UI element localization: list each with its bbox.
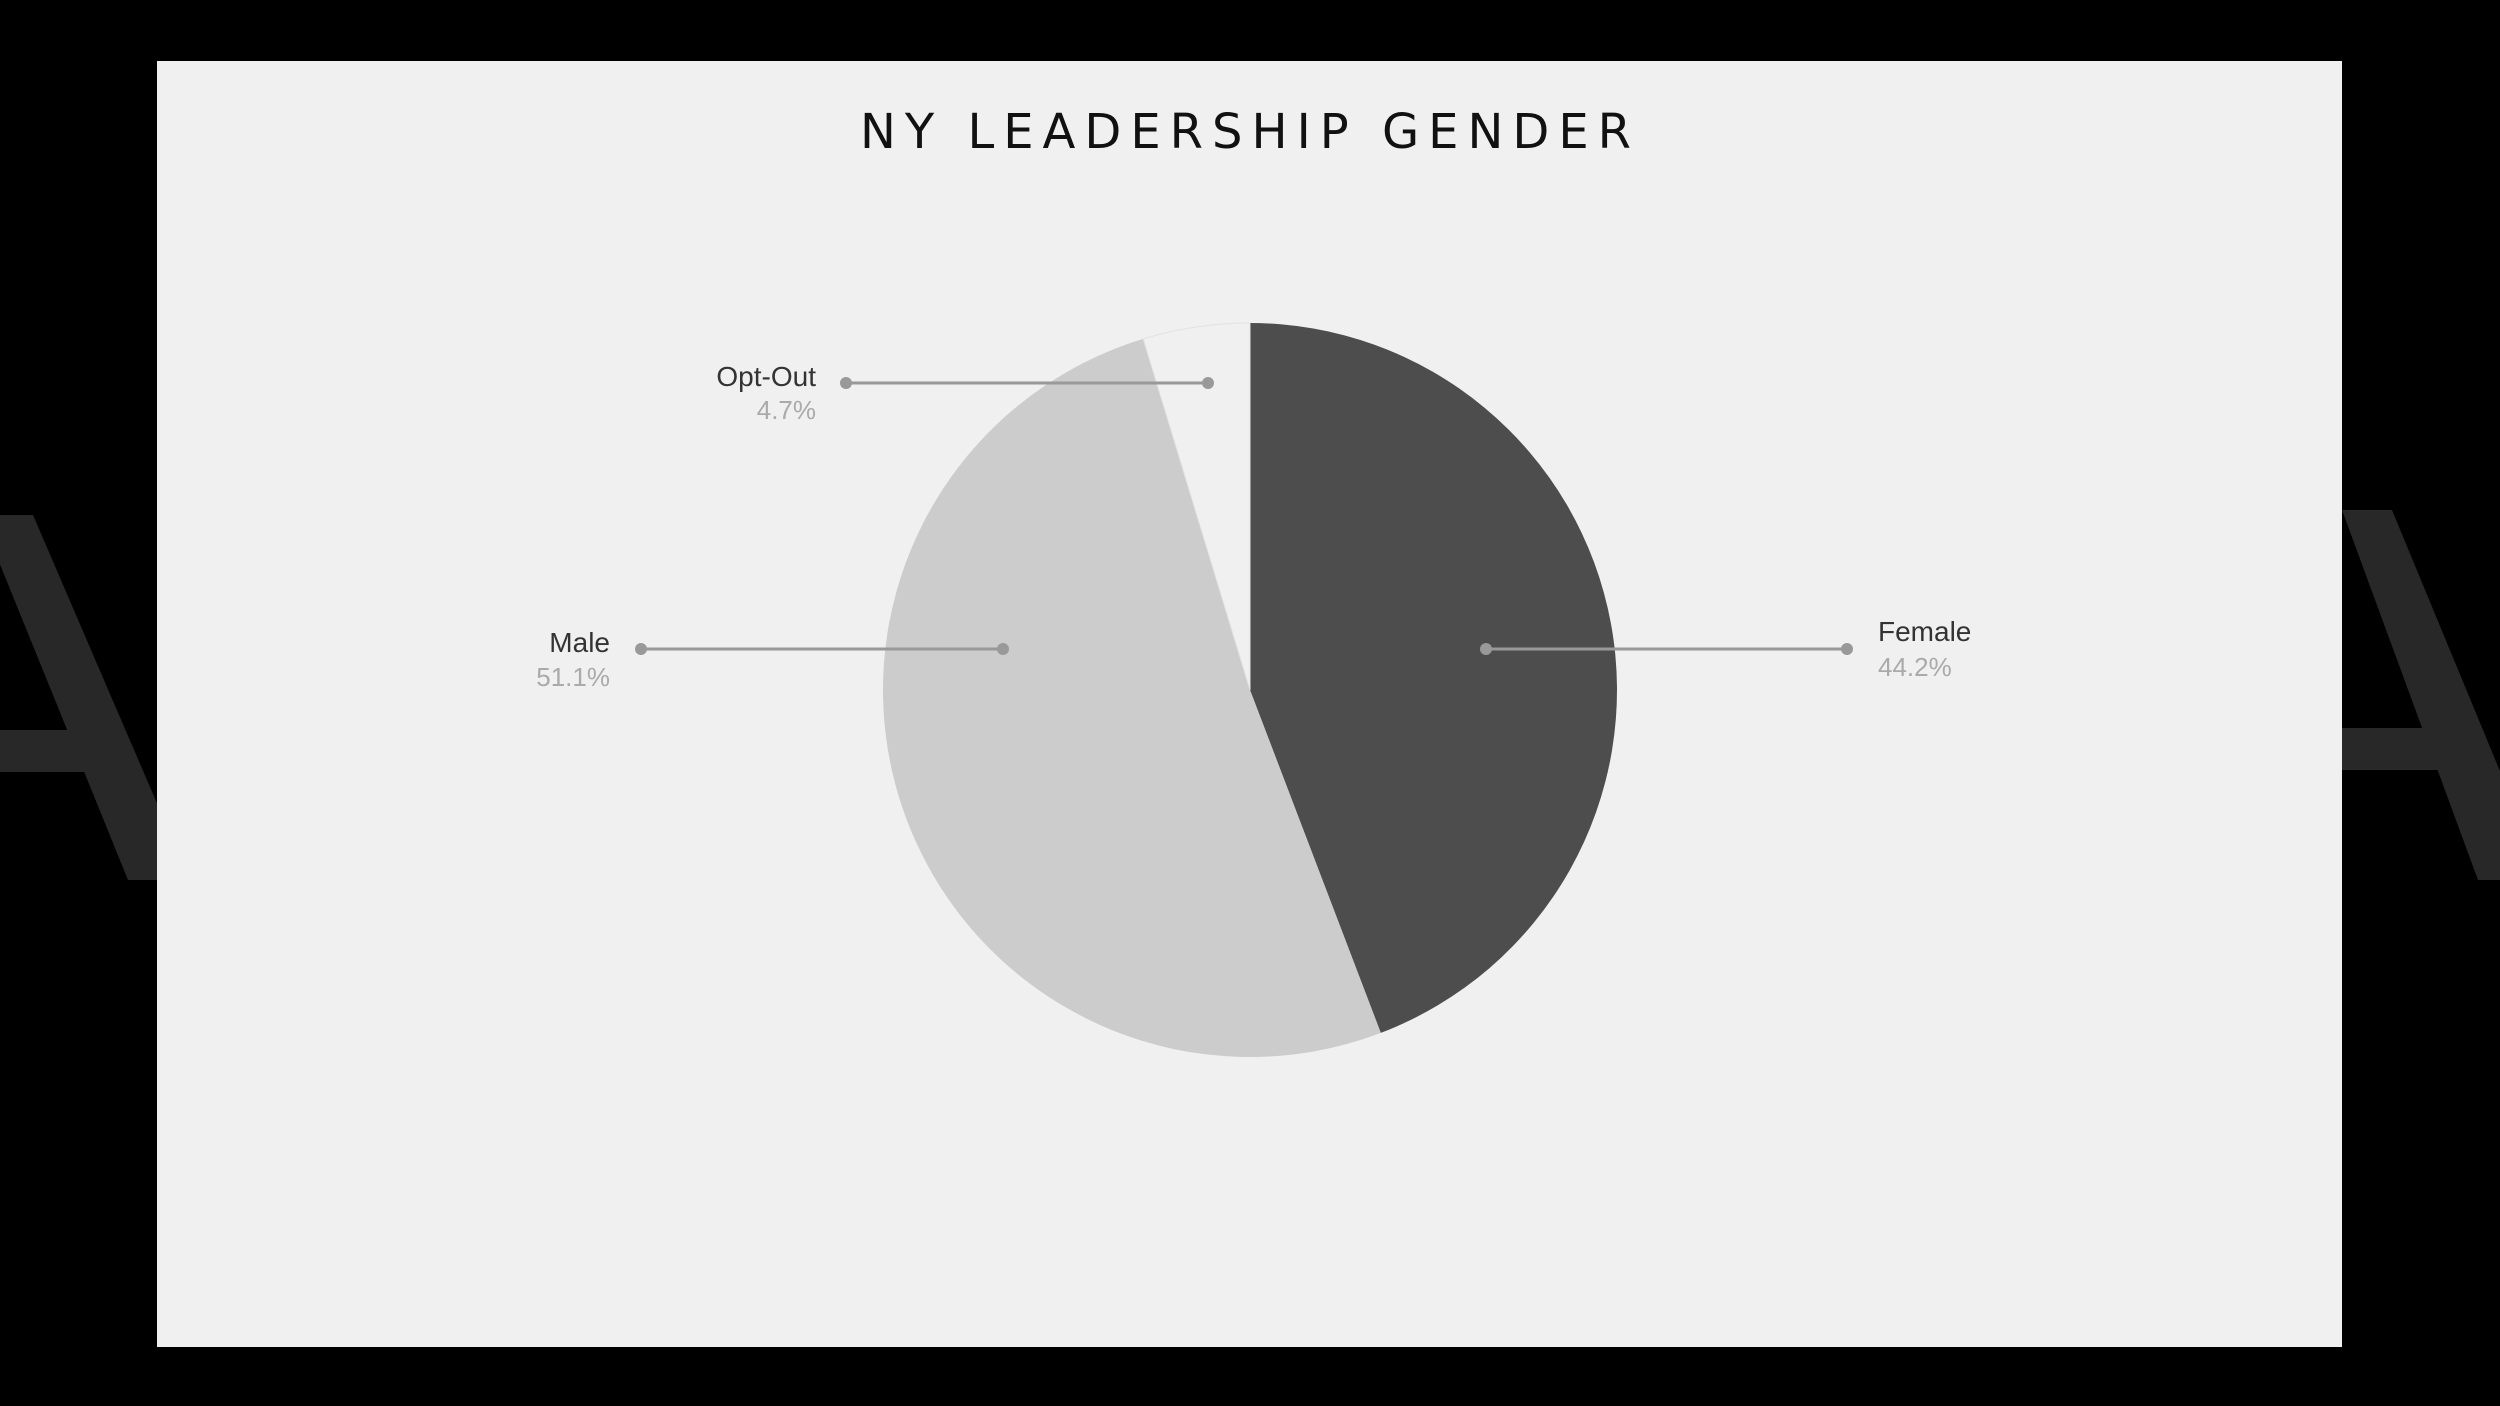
watermark-letter-right	[2342, 510, 2500, 880]
slice-value-female: 44.2%	[1878, 652, 1952, 682]
leader-dot-male	[635, 643, 647, 655]
slice-value-male: 51.1%	[536, 662, 610, 692]
leader-dot-female	[1480, 643, 1492, 655]
pie-slice-opt-out	[1142, 322, 1251, 691]
watermark-crossbar-right	[2342, 728, 2452, 770]
slice-label-male: Male	[549, 627, 610, 658]
slice-label-opt-out: Opt-Out	[716, 361, 816, 392]
slice-label-female: Female	[1878, 616, 1971, 647]
watermark-crossbar-left	[0, 730, 110, 772]
pie-slice-female	[1250, 323, 1617, 1033]
leader-dot-female	[1841, 643, 1853, 655]
chart-title: NY LEADERSHIP GENDER	[859, 104, 1641, 160]
leader-dot-opt-out	[840, 377, 852, 389]
leader-dot-opt-out	[1202, 377, 1214, 389]
leader-dot-male	[997, 643, 1009, 655]
pie-slice-male	[882, 338, 1381, 1058]
watermark-letter-left	[0, 515, 190, 880]
slice-value-opt-out: 4.7%	[757, 395, 816, 425]
